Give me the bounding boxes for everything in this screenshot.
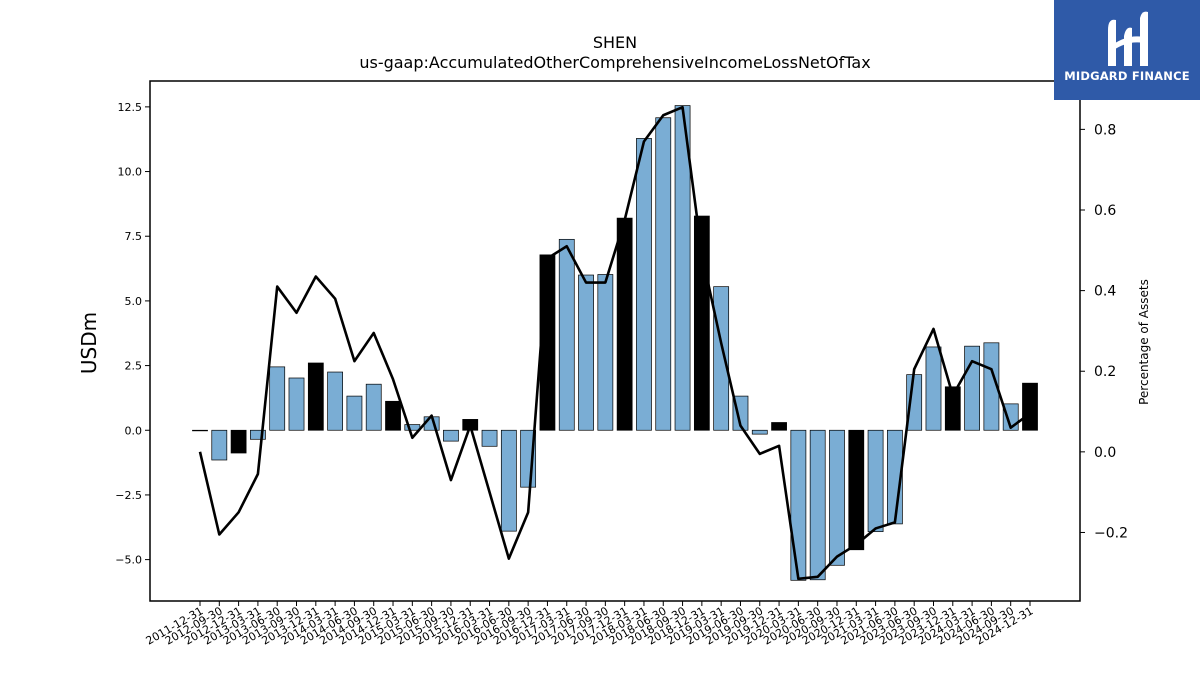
bar-2018-06-30 bbox=[655, 117, 672, 431]
bar-2012-09-30 bbox=[211, 429, 228, 461]
bar-2020-12-31 bbox=[848, 429, 865, 551]
bar-2018-09-30 bbox=[674, 105, 691, 431]
bar-2020-06-30 bbox=[809, 429, 826, 581]
bar-2024-03-31 bbox=[964, 345, 980, 431]
bar-2013-06-30 bbox=[269, 366, 286, 431]
y-tick-label: 0.0 bbox=[125, 424, 143, 437]
y-tick-label: 2.5 bbox=[125, 360, 143, 373]
bar-2013-03-31 bbox=[250, 429, 266, 440]
logo-text: MIDGARD FINANCE bbox=[1064, 69, 1190, 83]
bar-group bbox=[192, 105, 1038, 581]
bar-2019-12-31 bbox=[771, 422, 787, 431]
percentage-line bbox=[198, 105, 1031, 581]
chart-title: SHEN bbox=[593, 33, 637, 52]
y2-tick-label: −0.2 bbox=[1094, 525, 1128, 541]
bar-2024-12-31 bbox=[1022, 382, 1038, 431]
bar-2014-06-30 bbox=[346, 395, 363, 431]
logo-mark-icon bbox=[1108, 11, 1148, 67]
bar-2019-09-30 bbox=[751, 429, 768, 435]
bar-2020-03-31 bbox=[790, 429, 807, 581]
y2-tick-label: 0.6 bbox=[1094, 203, 1116, 219]
chart-subtitle: us-gaap:AccumulatedOtherComprehensiveInc… bbox=[359, 53, 870, 72]
bar-2018-03-31 bbox=[636, 138, 652, 431]
bar-2014-12-31 bbox=[385, 400, 401, 431]
bar-2019-03-31 bbox=[713, 286, 730, 431]
bar-2017-09-30 bbox=[597, 274, 614, 431]
plot-frame bbox=[149, 80, 1081, 602]
y2-tick-label: 0.0 bbox=[1094, 445, 1116, 461]
y-tick-label: 7.5 bbox=[125, 230, 143, 243]
bar-2017-06-30 bbox=[578, 274, 594, 431]
y2-tick-label: 0.2 bbox=[1094, 364, 1116, 380]
axes-group: 2011-12-312012-09-302012-12-312013-03-31… bbox=[115, 101, 1128, 648]
bar-2014-03-31 bbox=[327, 371, 343, 431]
bar-2013-12-31 bbox=[307, 362, 324, 431]
bar-2015-09-30 bbox=[443, 429, 459, 442]
bar-2013-09-30 bbox=[288, 377, 305, 431]
bar-2012-12-31 bbox=[230, 429, 247, 454]
y-axis-label: USDm bbox=[77, 312, 101, 374]
bar-2016-06-30 bbox=[500, 429, 517, 532]
midgard-finance-logo: MIDGARD FINANCE bbox=[1054, 0, 1200, 100]
y2-axis-label: Percentage of Assets bbox=[1137, 279, 1151, 405]
bar-2016-03-31 bbox=[481, 429, 498, 447]
line-group bbox=[198, 105, 1031, 581]
bar-2023-12-31 bbox=[944, 386, 961, 431]
bar-2017-12-31 bbox=[616, 217, 633, 431]
y-tick-label: −2.5 bbox=[115, 489, 142, 502]
bar-2020-09-30 bbox=[829, 429, 845, 566]
bar-2011-12-31 bbox=[192, 429, 208, 432]
y-tick-label: 5.0 bbox=[125, 295, 143, 308]
bar-2023-09-30 bbox=[925, 346, 942, 431]
y-tick-label: 12.5 bbox=[118, 101, 143, 114]
bar-2014-09-30 bbox=[365, 383, 382, 431]
y2-tick-label: 0.4 bbox=[1094, 284, 1116, 300]
bar-2024-06-30 bbox=[983, 342, 1000, 431]
y-tick-label: −5.0 bbox=[115, 554, 142, 567]
y-tick-label: 10.0 bbox=[118, 166, 143, 179]
bar-2017-03-31 bbox=[558, 238, 575, 431]
bar-2021-03-31 bbox=[867, 429, 884, 533]
y2-tick-label: 0.8 bbox=[1094, 122, 1116, 138]
